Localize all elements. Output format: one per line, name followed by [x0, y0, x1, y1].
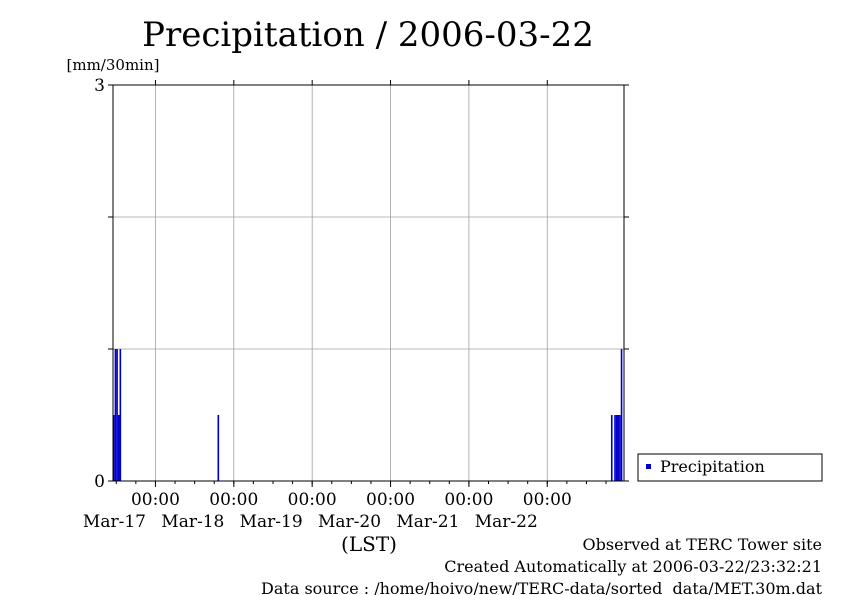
data-source-note: Data source : /home/hoivo/new/TERC-data/… [261, 579, 823, 595]
x-tick-date-label: Mar-22 [475, 512, 538, 532]
y-tick-label: 0 [94, 472, 105, 492]
created-note: Created Automatically at 2006-03-22/23:3… [444, 557, 822, 576]
precipitation-bar [117, 415, 120, 481]
x-tick-time-label: 00:00 [209, 490, 258, 510]
precipitation-bar [617, 415, 620, 481]
y-axis-labels: 03 [94, 76, 105, 492]
y-tick-label: 3 [94, 76, 105, 96]
precipitation-bar [620, 349, 623, 481]
legend: Precipitation [637, 453, 823, 482]
precipitation-bar [614, 415, 616, 481]
x-tick-time-label: 00:00 [366, 490, 415, 510]
x-tick-date-label: Mar-21 [396, 512, 459, 532]
legend-box [637, 453, 823, 482]
precipitation-bar [615, 415, 618, 481]
precipitation-bar [619, 415, 621, 481]
x-axis-labels: 00:00Mar-1700:00Mar-1800:00Mar-1900:00Ma… [83, 490, 572, 532]
x-tick-time-label: 00:00 [444, 490, 493, 510]
x-axis-label: (LST) [341, 532, 397, 556]
observed-note: Observed at TERC Tower site [583, 535, 823, 554]
y-axis-unit-label: [mm/30min] [67, 56, 160, 74]
x-tick-date-label: Mar-17 [83, 512, 146, 532]
precipitation-bars [113, 349, 623, 481]
x-tick-date-label: Mar-18 [161, 512, 224, 532]
legend-swatch [646, 464, 651, 469]
legend-label: Precipitation [660, 457, 765, 476]
precipitation-bar [119, 349, 122, 481]
grid-lines [113, 85, 624, 481]
precipitation-bar [116, 349, 118, 481]
precipitation-bar [113, 415, 115, 481]
chart-title: Precipitation / 2006-03-22 [142, 15, 594, 55]
x-tick-date-label: Mar-20 [318, 512, 381, 532]
x-tick-date-label: Mar-19 [240, 512, 303, 532]
precipitation-bar [610, 415, 613, 481]
precipitation-bar [114, 349, 117, 481]
precipitation-bar [217, 415, 220, 481]
axis-ticks [108, 80, 629, 487]
x-tick-time-label: 00:00 [288, 490, 337, 510]
x-tick-time-label: 00:00 [131, 490, 180, 510]
plot-frame [112, 84, 625, 482]
x-tick-time-label: 00:00 [523, 490, 572, 510]
